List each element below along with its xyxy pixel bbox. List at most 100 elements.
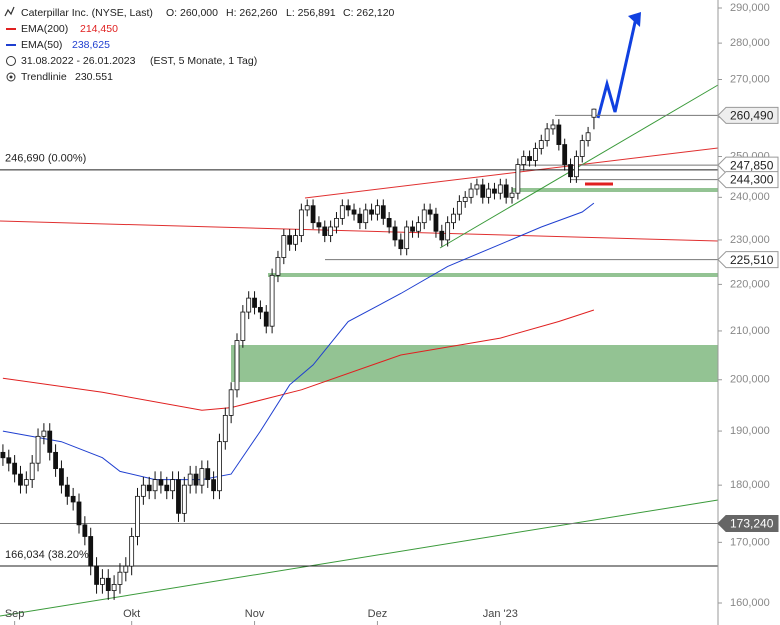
candle-body: [53, 451, 58, 470]
y-tick-label: 220,000: [730, 278, 770, 290]
candle-body: [392, 226, 398, 241]
candle-body: [310, 205, 316, 224]
candle-body: [298, 209, 304, 236]
ohlc: L: 256,891: [286, 7, 336, 19]
level-box: [717, 106, 779, 124]
candle-body: [451, 213, 456, 224]
candle-body: [240, 311, 246, 341]
level-label: 260,490: [730, 109, 774, 123]
candle-body: [293, 235, 298, 245]
x-tick-label: Sep: [5, 608, 25, 620]
candle-body: [480, 184, 486, 198]
level-box: [717, 251, 779, 269]
trend-icon: [9, 75, 13, 79]
candle-body: [591, 108, 597, 118]
candle-body: [140, 484, 146, 497]
candle-body: [386, 218, 392, 228]
candle-body: [164, 484, 170, 492]
candle-body: [421, 209, 427, 224]
candle-body: [287, 235, 293, 245]
ema-line: [2, 309, 595, 411]
candle-body: [29, 462, 35, 481]
x-tick-label: Okt: [123, 608, 140, 620]
trendline-name: Trendlinie: [21, 71, 67, 83]
ohlc: C: 262,120: [343, 7, 395, 19]
candle-body: [47, 430, 53, 453]
candle-body: [304, 205, 310, 211]
candle-body: [193, 473, 199, 486]
candle-body: [322, 226, 328, 236]
y-tick-label: 190,000: [730, 425, 770, 437]
candle-body: [427, 209, 433, 215]
candle-body: [64, 484, 70, 497]
legend-value: 214,450: [80, 23, 118, 35]
candle-body: [404, 226, 410, 250]
y-tick-label: 230,000: [730, 234, 770, 246]
period: 31.08.2022 - 26.01.2023: [21, 55, 136, 67]
icon: [4, 6, 15, 17]
candle-body: [492, 188, 497, 194]
level-label: 244,300: [730, 173, 774, 187]
arrow-head: [628, 12, 641, 27]
x-tick-label: Nov: [245, 608, 265, 620]
candle-body: [562, 144, 568, 165]
candle-body: [433, 213, 439, 232]
y-tick-label: 210,000: [730, 325, 770, 337]
candle-body: [573, 156, 579, 178]
level-label: 173,240: [730, 517, 774, 531]
candle-body: [486, 188, 492, 198]
candle-body: [187, 473, 193, 486]
candle-body: [509, 192, 515, 198]
candle-body: [199, 468, 205, 486]
candle-body: [468, 188, 474, 198]
support-band: [512, 188, 718, 192]
candle-body: [269, 274, 275, 327]
level-box: [717, 156, 779, 174]
trend-icon: [6, 72, 16, 82]
candle-body: [205, 468, 211, 481]
candle-body: [181, 484, 187, 514]
candle-body: [363, 209, 369, 224]
y-tick-label: 280,000: [730, 37, 770, 49]
fib-label: 166,034 (38.20%): [5, 549, 92, 561]
candle-body: [76, 501, 82, 526]
candle-body: [135, 495, 140, 537]
legend-label: EMA(200): [21, 23, 68, 35]
header: Caterpillar Inc. (NYSE, Last) O: 260,000…: [4, 6, 395, 83]
candle-body: [100, 577, 105, 585]
candle-body: [357, 213, 363, 224]
candle-body: [316, 222, 322, 228]
candle-body: [252, 297, 257, 308]
forecast-arrow: [596, 17, 638, 119]
candle-body: [59, 468, 64, 486]
candle-body: [339, 205, 345, 219]
candle-body: [550, 124, 556, 130]
candle-body: [117, 571, 123, 585]
x-tick-label: Dez: [368, 608, 388, 620]
x-tick-label: Jan '23: [483, 608, 518, 620]
candle-body: [170, 479, 176, 492]
candle-body: [257, 306, 263, 313]
candle-body: [18, 473, 23, 486]
period-note: (EST, 5 Monate, 1 Tag): [150, 55, 257, 67]
candle-body: [281, 235, 287, 258]
candle-body: [445, 222, 451, 241]
candle-body: [456, 201, 462, 215]
y-tick-label: 270,000: [730, 73, 770, 85]
level-label: 225,510: [730, 253, 774, 267]
ema-line: [2, 202, 595, 481]
level-label: 247,850: [730, 158, 774, 172]
candle-body: [345, 205, 351, 211]
candle-body: [88, 536, 94, 567]
candle-body: [538, 140, 544, 149]
candle-body: [211, 479, 216, 492]
candle-body: [585, 132, 591, 142]
candle-body: [497, 184, 503, 194]
candle-body: [521, 156, 527, 165]
candle-body: [41, 430, 47, 437]
candle-body: [351, 209, 357, 215]
candle-body: [398, 239, 404, 250]
candle-body: [515, 164, 521, 194]
